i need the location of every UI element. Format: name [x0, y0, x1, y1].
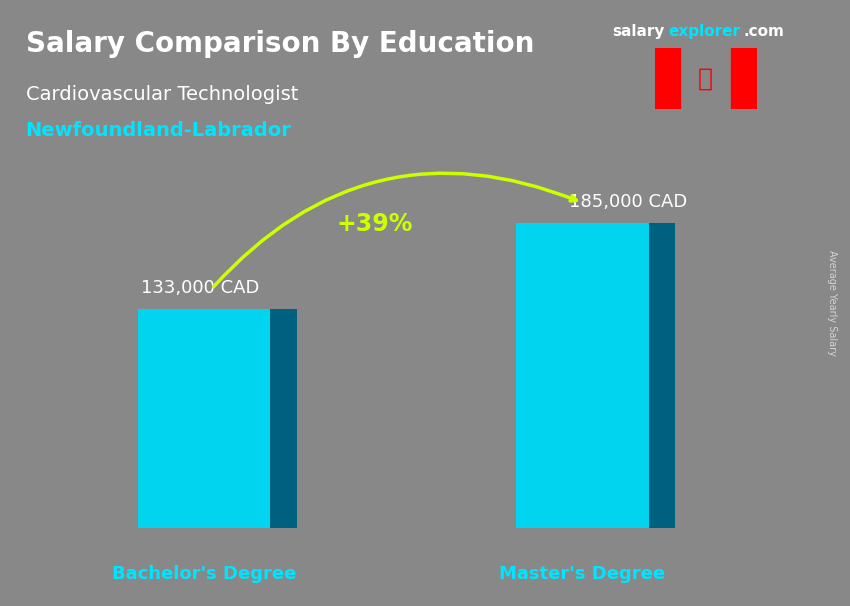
Bar — [654, 48, 680, 109]
Text: Salary Comparison By Education: Salary Comparison By Education — [26, 30, 534, 58]
Text: +39%: +39% — [337, 212, 412, 236]
Text: Newfoundland-Labrador: Newfoundland-Labrador — [26, 121, 292, 140]
Text: 🍁: 🍁 — [698, 67, 713, 91]
FancyBboxPatch shape — [516, 222, 649, 528]
Text: salary: salary — [612, 24, 665, 39]
Bar — [731, 48, 756, 109]
Text: 133,000 CAD: 133,000 CAD — [141, 279, 259, 297]
Text: 185,000 CAD: 185,000 CAD — [569, 193, 687, 211]
FancyBboxPatch shape — [138, 308, 270, 528]
Text: Cardiovascular Technologist: Cardiovascular Technologist — [26, 85, 297, 104]
Text: .com: .com — [744, 24, 785, 39]
Text: Average Yearly Salary: Average Yearly Salary — [827, 250, 837, 356]
Text: Master's Degree: Master's Degree — [500, 565, 666, 583]
Text: Bachelor's Degree: Bachelor's Degree — [112, 565, 297, 583]
Text: explorer: explorer — [668, 24, 740, 39]
Polygon shape — [649, 222, 675, 528]
Polygon shape — [270, 308, 297, 528]
